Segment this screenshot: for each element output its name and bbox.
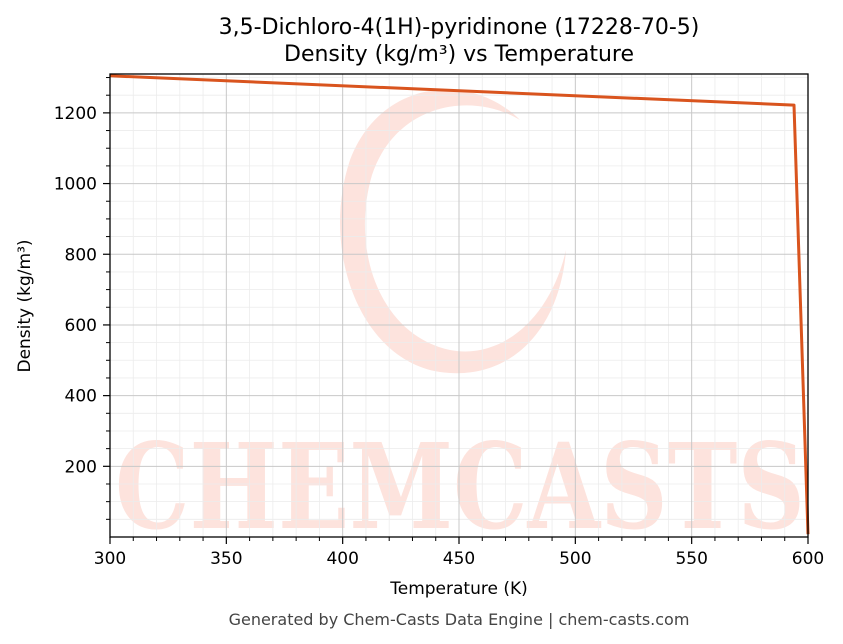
y-tick-label: 800: [65, 245, 97, 265]
chart-title: 3,5-Dichloro-4(1H)-pyridinone (17228-70-…: [219, 15, 700, 40]
watermark: CHEMCASTS: [115, 89, 805, 556]
y-tick-label: 200: [65, 457, 97, 477]
x-tick-label: 400: [326, 549, 358, 569]
y-axis-label: Density (kg/m³): [15, 239, 35, 372]
watermark-swirl: [340, 89, 566, 374]
chart-subtitle: Density (kg/m³) vs Temperature: [284, 42, 634, 67]
x-axis-label: Temperature (K): [389, 579, 528, 599]
density-line: [109, 74, 810, 535]
x-tick-label: 350: [210, 549, 242, 569]
x-tick-label: 500: [559, 549, 591, 569]
y-tick-label: 1200: [54, 104, 97, 124]
footer-credit: Generated by Chem-Casts Data Engine | ch…: [229, 610, 690, 629]
y-tick-label: 400: [65, 387, 97, 407]
axis-ticks: [103, 77, 809, 544]
x-tick-label: 300: [94, 549, 126, 569]
x-tick-label: 450: [443, 549, 475, 569]
y-tick-label: 1000: [54, 175, 97, 195]
y-tick-label: 600: [65, 316, 97, 336]
x-tick-label: 600: [792, 549, 824, 569]
watermark-text: CHEMCASTS: [115, 417, 805, 556]
y-tick-labels: 200 400 600 800 1000 1200: [54, 104, 97, 477]
x-tick-label: 550: [675, 549, 707, 569]
x-tick-labels: 300 350 400 450 500 550 600: [94, 549, 824, 569]
